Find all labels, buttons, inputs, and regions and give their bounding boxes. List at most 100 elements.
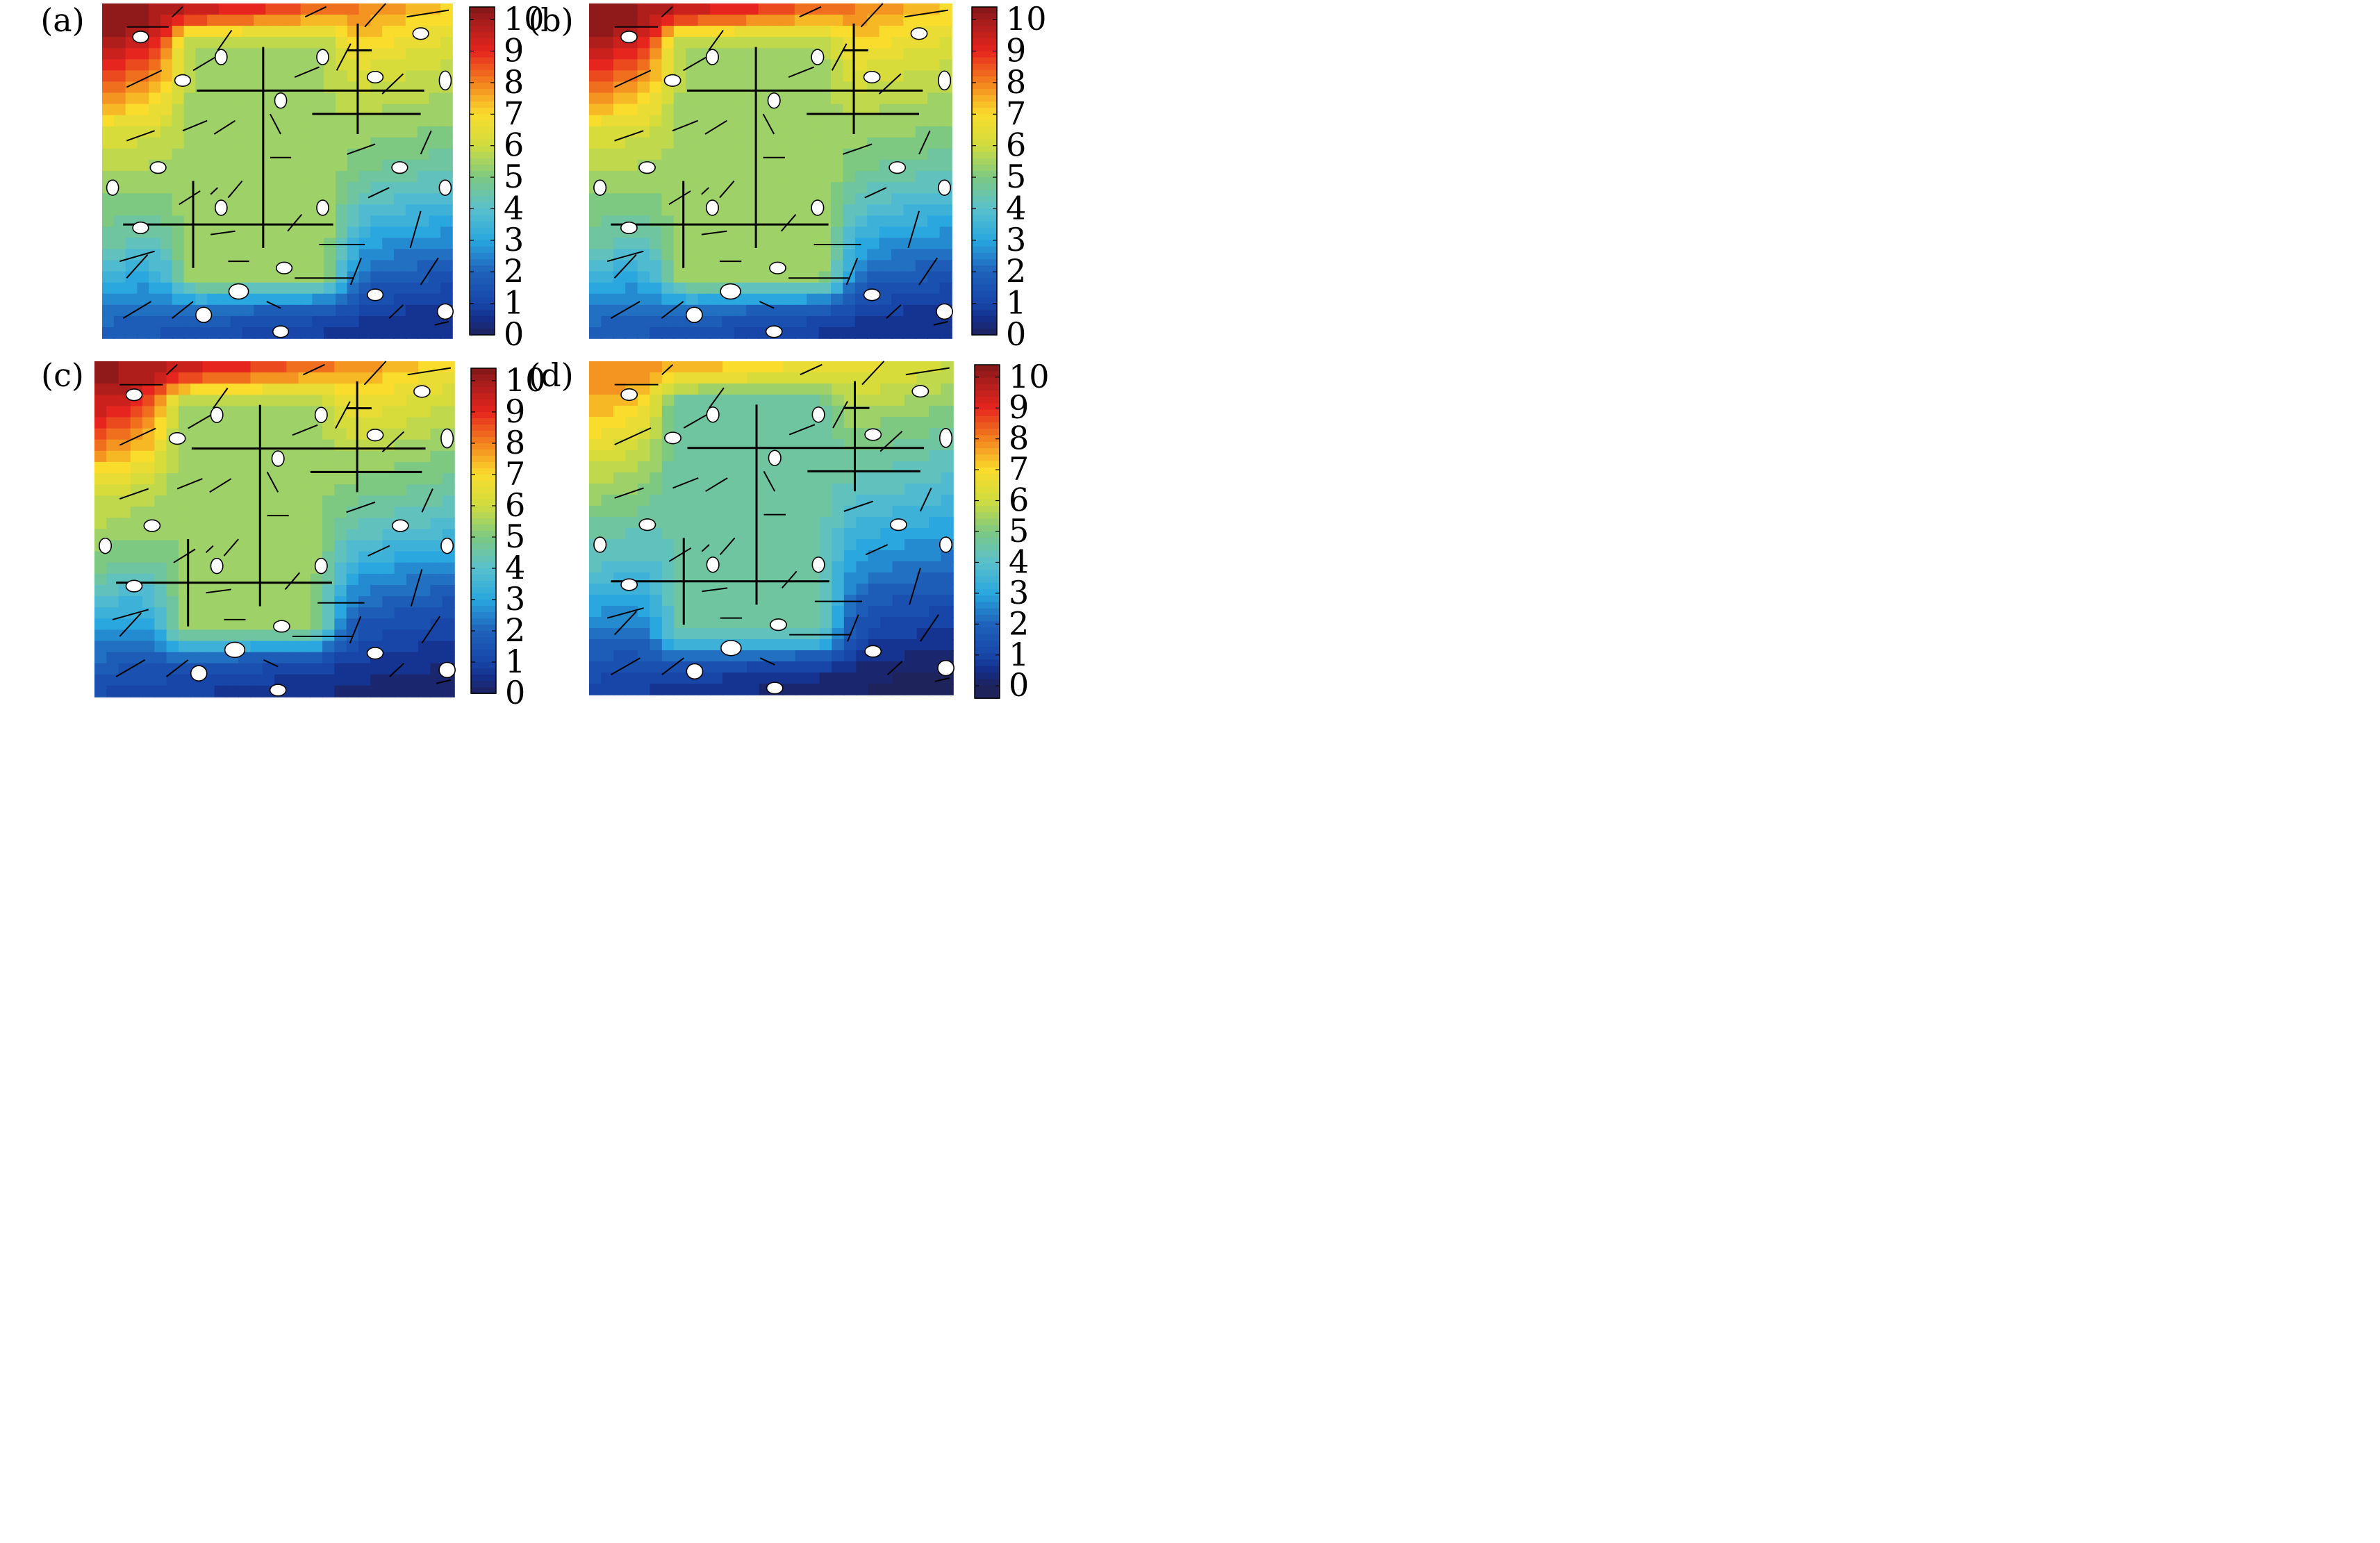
heatmap-cell (277, 315, 290, 328)
fracture-line (209, 478, 232, 493)
heatmap-cell (747, 684, 760, 695)
colorbar-band (470, 171, 495, 178)
heatmap-cell (242, 137, 255, 149)
heatmap-cell (589, 226, 602, 239)
heatmap-cell (794, 3, 807, 15)
heatmap-cell (113, 238, 126, 250)
vug-cavity (215, 49, 228, 65)
heatmap-cell (795, 361, 809, 373)
heatmap-cell (274, 596, 288, 608)
heatmap-cell (142, 652, 156, 664)
colorbar-band (471, 393, 496, 400)
heatmap-cell (843, 361, 857, 373)
heatmap-cell (298, 585, 311, 597)
heatmap-cell (941, 606, 954, 618)
heatmap-cell (430, 495, 443, 508)
heatmap-cell (125, 304, 138, 317)
heatmap-cell (734, 495, 747, 506)
colorbar-band (470, 133, 495, 140)
heatmap-cell (832, 628, 845, 640)
heatmap-cell (382, 204, 395, 217)
heatmap-cell (183, 159, 197, 172)
heatmap-cell (277, 3, 290, 15)
heatmap-cell (154, 428, 167, 440)
heatmap-cell (298, 484, 311, 496)
heatmap-cell (172, 238, 185, 250)
heatmap-cell (722, 315, 735, 328)
heatmap-cell (843, 226, 856, 239)
heatmap-cell (370, 115, 383, 127)
heatmap-cell (312, 226, 324, 239)
fracture-line (799, 6, 822, 18)
colorbar-band (471, 606, 496, 613)
heatmap-cell (843, 673, 857, 684)
heatmap-cell (867, 104, 880, 116)
vug-cavity (811, 199, 825, 216)
heatmap-cell (770, 315, 784, 328)
heatmap-cell (939, 104, 952, 116)
heatmap-cell (807, 171, 820, 183)
heatmap-cell (382, 271, 395, 283)
heatmap-cell (370, 674, 383, 686)
heatmap-cell (734, 249, 747, 261)
heatmap-cell (782, 304, 795, 317)
heatmap-cell (418, 551, 431, 563)
heatmap-cell (334, 383, 347, 396)
heatmap-cell (734, 15, 747, 26)
heatmap-cell (795, 484, 809, 495)
heatmap-cell (939, 15, 952, 26)
colorbar-band (471, 512, 496, 519)
heatmap-cell (903, 59, 916, 72)
heatmap-cell (238, 395, 251, 407)
heatmap-cell (324, 327, 336, 339)
heatmap-cell (698, 639, 711, 651)
heatmap-cell (929, 406, 942, 418)
heatmap-cell (94, 674, 108, 686)
heatmap-cell (346, 473, 359, 485)
heatmap-cell (892, 450, 905, 462)
heatmap-cell (939, 148, 952, 160)
heatmap-cell (771, 661, 784, 673)
heatmap-cell (172, 115, 185, 127)
heatmap-cell (650, 81, 663, 94)
heatmap-cell (650, 26, 663, 38)
heatmap-cell (807, 260, 820, 272)
heatmap-cell (382, 596, 395, 608)
vug-cavities (593, 385, 955, 695)
heatmap-cell (214, 428, 227, 440)
heatmap-cell (336, 148, 348, 160)
heatmap-cell (382, 428, 395, 440)
heatmap-cell (202, 518, 215, 530)
heatmap-cell (382, 663, 395, 675)
heatmap-cell (322, 585, 336, 597)
heatmap-cell (589, 561, 602, 573)
heatmap-cell (183, 15, 197, 26)
heatmap-cell (418, 372, 431, 384)
fracture-line (349, 616, 362, 644)
colorbar-band (972, 253, 997, 260)
heatmap-cell (160, 48, 173, 60)
colorbar-band (975, 691, 1000, 699)
heatmap-cell (625, 137, 638, 149)
heatmap-cell (758, 70, 771, 83)
heatmap-cell (625, 550, 638, 562)
heatmap-cell (892, 383, 905, 395)
heatmap-cell (941, 561, 954, 573)
heatmap-cell (324, 315, 336, 328)
heatmap-cell (288, 327, 301, 339)
heatmap-cell (336, 126, 348, 138)
heatmap-cell (274, 562, 288, 575)
heatmap-cell (190, 607, 204, 620)
heatmap-cell (286, 395, 299, 407)
heatmap-cell (230, 126, 243, 138)
heatmap-cell (722, 472, 736, 484)
colorbar-band (471, 575, 496, 581)
colorbar-band (972, 322, 997, 329)
heatmap-cell (698, 595, 711, 607)
heatmap-cell (142, 383, 156, 396)
heatmap-cell (939, 3, 952, 15)
heatmap-cell (358, 417, 371, 429)
colorbar-tick-label: 5 (505, 518, 525, 555)
vug-cavity (769, 261, 786, 274)
heatmap-cell (856, 539, 869, 551)
